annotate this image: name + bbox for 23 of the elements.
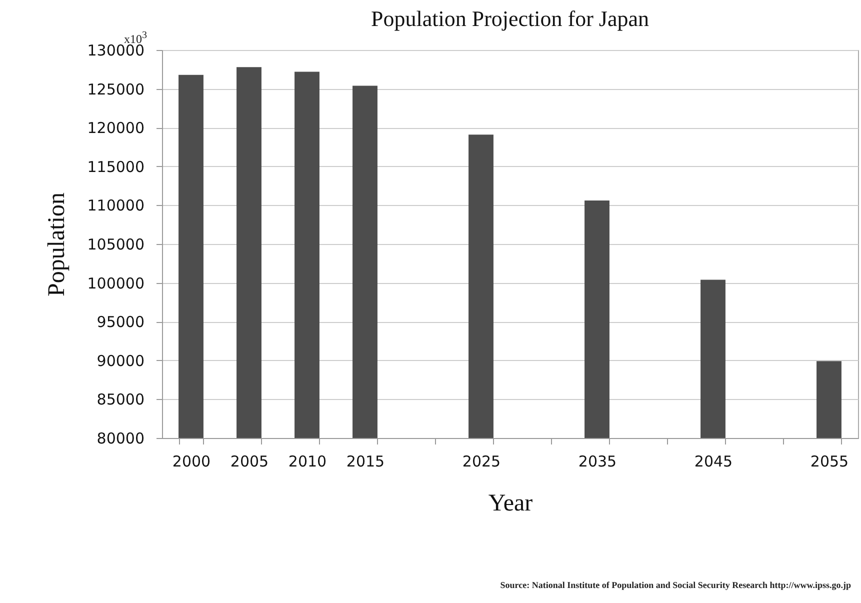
x-tick-label: 2000 — [172, 452, 211, 470]
y-tick-label: 85000 — [96, 390, 144, 409]
x-tick-label: 2010 — [288, 452, 327, 470]
y-tick-label: 115000 — [87, 158, 144, 176]
chart-title: Population Projection for Japan — [370, 6, 650, 31]
y-tick-label: 130000 — [87, 42, 144, 60]
x-tick-label: 2045 — [694, 452, 733, 470]
y-tick-label: 125000 — [87, 80, 144, 98]
x-tick-label: 2005 — [230, 452, 269, 470]
y-tick-label: 95000 — [96, 313, 144, 332]
x-tick-label: 2015 — [346, 452, 385, 470]
y-tick-label: 100000 — [87, 274, 144, 292]
y-tick-label: 105000 — [87, 236, 144, 254]
y-tick-label: 80000 — [96, 430, 144, 448]
x-tick-label: 2025 — [462, 452, 501, 470]
x-tick-label: 2055 — [810, 452, 849, 470]
y-tick-label: 90000 — [96, 352, 144, 370]
y-tick-label: 120000 — [87, 119, 144, 138]
source-note: Source: National Institute of Population and Social Security Research http://www.ipss.go.jp — [500, 580, 851, 590]
x-tick-label: 2035 — [578, 452, 617, 470]
y-tick-label: 110000 — [87, 196, 144, 215]
y-axis-title: Population — [44, 192, 70, 297]
x-axis-title: Year — [488, 490, 533, 516]
